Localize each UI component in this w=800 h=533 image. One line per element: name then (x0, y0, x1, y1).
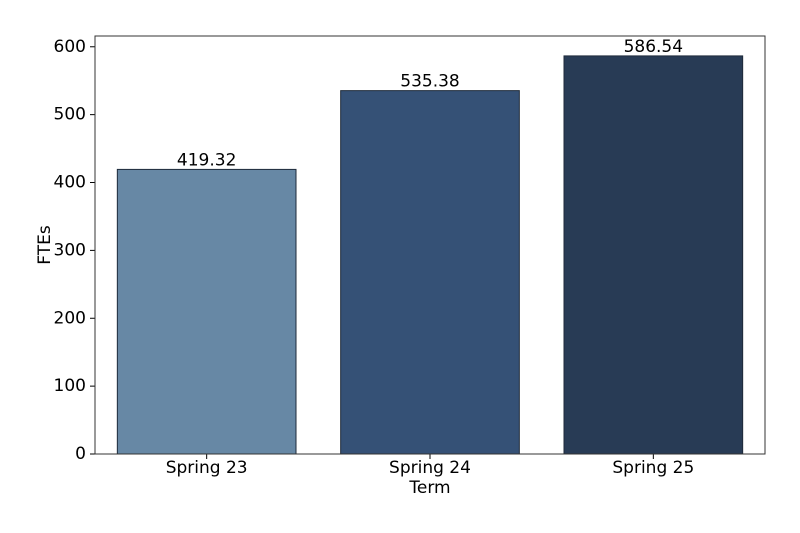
bar (563, 55, 744, 455)
y-tick-label: 600 (54, 37, 86, 57)
data-label: 419.32 (177, 150, 236, 170)
bar (116, 168, 297, 455)
data-label: 535.38 (400, 72, 459, 92)
y-axis-label: FTEs (35, 225, 55, 265)
y-tick-label: 100 (54, 376, 86, 396)
y-tick-label: 0 (75, 444, 86, 464)
y-tick-label: 500 (54, 105, 86, 125)
x-tick-label: Spring 24 (389, 458, 471, 478)
plot-frame (94, 35, 766, 455)
x-tick-label: Spring 23 (166, 458, 248, 478)
y-tick-label: 300 (54, 240, 86, 260)
data-label: 586.54 (624, 37, 683, 57)
y-tick-label: 400 (54, 173, 86, 193)
x-axis-label: Term (408, 478, 450, 498)
bar (340, 90, 520, 455)
x-tick-label: Spring 25 (612, 458, 694, 478)
y-tick-label: 200 (54, 308, 86, 328)
